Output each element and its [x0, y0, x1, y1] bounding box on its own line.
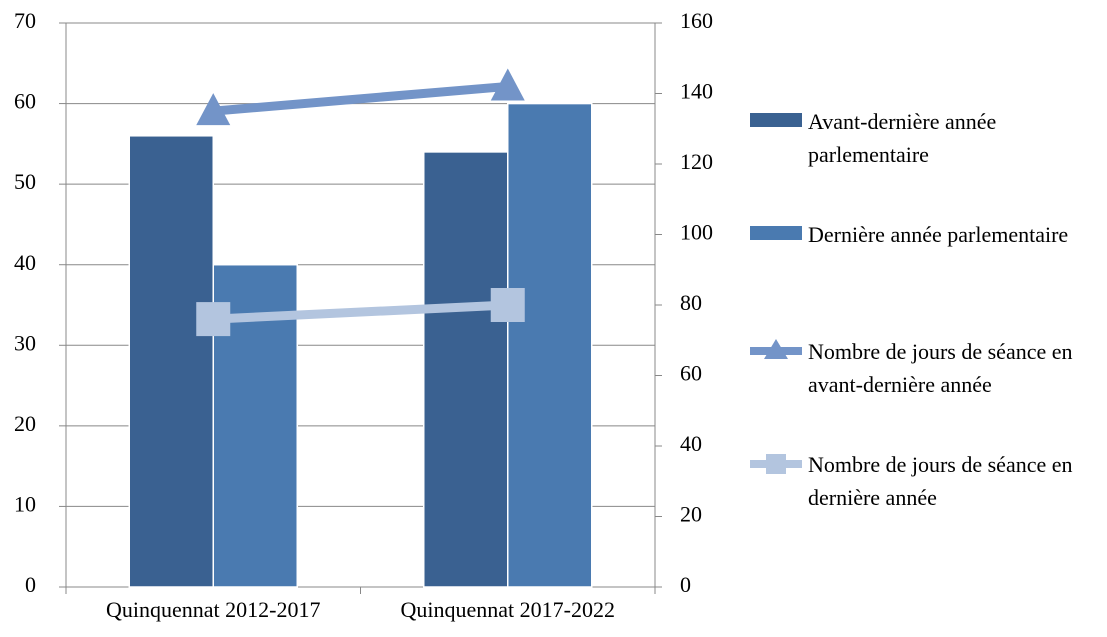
y2-tick-label: 140	[680, 79, 713, 104]
marker	[196, 302, 231, 337]
bar	[423, 151, 509, 588]
y-tick-label: 60	[14, 89, 36, 114]
legend-label: Avant-dernière année parlementaire	[808, 109, 997, 167]
y2-tick-label: 40	[680, 431, 702, 456]
x-tick-label: Quinquennat 2017-2022	[401, 597, 615, 622]
legend-label: Dernière année parlementaire	[808, 222, 1069, 247]
legend-swatch	[750, 113, 802, 127]
bar	[507, 102, 593, 588]
line	[212, 81, 509, 116]
y-tick-label: 20	[14, 411, 36, 436]
y-tick-label: 50	[14, 169, 36, 194]
y2-tick-label: 80	[680, 290, 702, 315]
y-tick-label: 70	[14, 8, 36, 33]
marker	[196, 93, 231, 126]
legend-swatch	[750, 226, 802, 240]
legend-marker	[764, 339, 788, 359]
y-tick-label: 0	[25, 572, 36, 597]
marker	[490, 288, 525, 322]
y2-tick-label: 0	[680, 572, 691, 597]
legend-label: Nombre de jours de séance en dernière an…	[808, 452, 1073, 510]
y2-tick-label: 20	[680, 502, 702, 527]
bar	[128, 135, 214, 588]
y2-tick-label: 120	[680, 149, 713, 174]
x-tick-label: Quinquennat 2012-2017	[106, 597, 320, 622]
legend-label: Nombre de jours de séance en avant-derni…	[808, 339, 1073, 397]
y2-tick-label: 100	[680, 220, 713, 245]
y-tick-label: 30	[14, 330, 36, 355]
y-tick-label: 40	[14, 250, 36, 275]
y-tick-label: 10	[14, 491, 36, 516]
line	[213, 300, 508, 324]
marker	[490, 68, 525, 101]
y2-tick-label: 60	[680, 361, 702, 386]
legend-marker	[766, 454, 786, 474]
y2-tick-label: 160	[680, 8, 713, 33]
